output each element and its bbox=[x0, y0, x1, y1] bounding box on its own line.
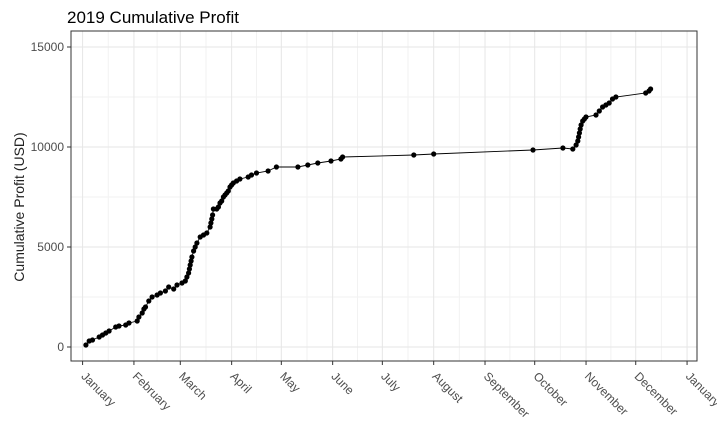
y-tick-label: 5000 bbox=[37, 240, 64, 254]
data-point bbox=[596, 108, 602, 114]
data-point bbox=[648, 86, 654, 92]
data-point bbox=[149, 294, 155, 300]
data-point bbox=[126, 320, 132, 326]
x-tick-label: September bbox=[481, 369, 532, 420]
data-point bbox=[576, 134, 582, 140]
data-point bbox=[157, 290, 163, 296]
data-point bbox=[207, 224, 213, 230]
data-point bbox=[139, 310, 145, 316]
data-point bbox=[593, 112, 599, 118]
data-point bbox=[573, 142, 579, 148]
data-point bbox=[187, 262, 193, 268]
data-point bbox=[575, 138, 581, 144]
data-point bbox=[174, 282, 180, 288]
x-tick-label: December bbox=[632, 369, 681, 418]
y-axis-label: Cumulative Profit (USD) bbox=[11, 132, 27, 281]
x-tick-label: November bbox=[582, 369, 631, 418]
chart-title: 2019 Cumulative Profit bbox=[67, 8, 239, 27]
data-point bbox=[166, 284, 172, 290]
plot-panel bbox=[70, 30, 698, 362]
x-tick-label: May bbox=[277, 369, 303, 395]
data-point bbox=[146, 298, 152, 304]
data-point bbox=[583, 114, 589, 120]
data-point bbox=[106, 328, 112, 334]
data-point bbox=[210, 212, 216, 218]
x-tick-label: August bbox=[430, 369, 467, 406]
y-tick-label: 15000 bbox=[31, 40, 65, 54]
data-point bbox=[265, 168, 271, 174]
data-point bbox=[570, 146, 576, 152]
x-tick-label: March bbox=[176, 369, 209, 402]
data-point bbox=[209, 216, 215, 222]
data-point bbox=[248, 172, 255, 178]
x-tick-label: January bbox=[78, 369, 118, 409]
data-point bbox=[237, 176, 243, 182]
data-point bbox=[204, 230, 210, 236]
data-point bbox=[171, 286, 177, 292]
data-point bbox=[215, 204, 221, 210]
data-point bbox=[431, 151, 437, 157]
data-point bbox=[219, 198, 225, 204]
data-point bbox=[530, 147, 536, 153]
x-tick-label: January bbox=[683, 369, 717, 409]
data-point bbox=[186, 266, 192, 272]
data-point bbox=[162, 288, 168, 294]
data-point bbox=[189, 254, 195, 260]
data-point bbox=[613, 94, 619, 100]
data-point bbox=[305, 162, 311, 168]
y-tick-label: 10000 bbox=[31, 140, 65, 154]
data-point bbox=[89, 337, 96, 343]
data-point bbox=[116, 323, 122, 329]
series-layer bbox=[83, 86, 654, 348]
cumulative-profit-line bbox=[85, 88, 651, 346]
data-point bbox=[182, 278, 188, 284]
data-point bbox=[273, 164, 279, 170]
data-point bbox=[411, 152, 417, 158]
data-point bbox=[134, 318, 140, 324]
x-tick-label: February bbox=[130, 369, 174, 413]
data-point bbox=[253, 170, 260, 176]
data-point bbox=[208, 220, 214, 226]
x-tick-label: July bbox=[378, 369, 403, 394]
data-point bbox=[142, 304, 149, 310]
data-point bbox=[194, 240, 200, 246]
data-point bbox=[576, 130, 583, 136]
data-point bbox=[184, 274, 190, 280]
data-point bbox=[606, 100, 612, 106]
data-point bbox=[186, 270, 192, 276]
data-point bbox=[188, 258, 194, 264]
y-tick-label: 0 bbox=[57, 340, 64, 354]
data-point bbox=[328, 158, 334, 164]
data-point bbox=[577, 126, 583, 132]
data-point bbox=[295, 164, 301, 170]
data-point bbox=[560, 145, 566, 151]
data-point bbox=[83, 342, 89, 348]
data-point bbox=[225, 188, 231, 194]
x-tick-label: April bbox=[228, 369, 255, 396]
data-point bbox=[315, 160, 321, 166]
x-tick-label: October bbox=[531, 369, 571, 409]
grid-lines bbox=[71, 31, 697, 361]
data-point bbox=[340, 154, 346, 160]
data-point bbox=[578, 122, 584, 128]
data-point bbox=[192, 244, 198, 250]
data-point bbox=[191, 248, 197, 254]
x-tick-label: June bbox=[329, 369, 358, 398]
data-point bbox=[136, 314, 142, 320]
